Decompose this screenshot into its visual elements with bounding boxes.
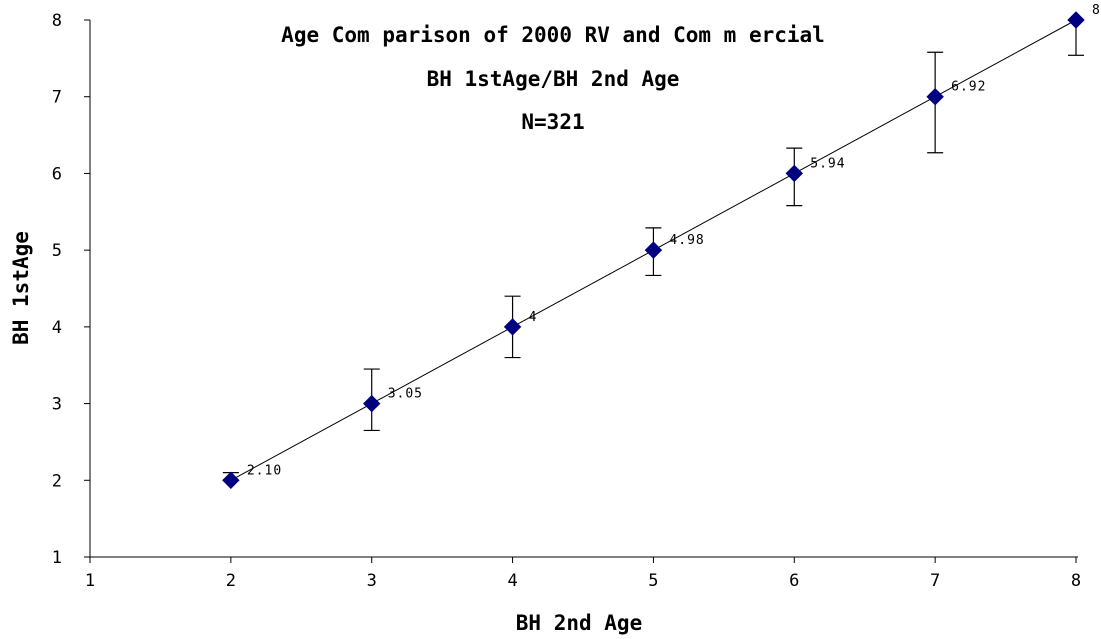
chart-title-line-2: BH 1stAge/BH 2nd Age: [427, 67, 680, 91]
data-label: 4.98: [669, 233, 704, 248]
chart-title: Age Com parison of 2000 RV and Com m erc…: [281, 23, 825, 134]
x-tick-label: 5: [648, 571, 658, 591]
data-label: 4: [529, 310, 538, 325]
x-axis-title: BH 2nd Age: [516, 611, 642, 635]
data-label: 5.94: [810, 156, 845, 171]
x-tick-label: 4: [507, 571, 517, 591]
data-labels: 2.10 3.05 4 4.98 5.94 6.92 8: [247, 3, 1101, 478]
y-tick-label: 2: [52, 471, 62, 491]
y-tick-label: 1: [52, 548, 62, 568]
x-tick-label: 1: [85, 571, 95, 591]
x-tick-label: 2: [226, 571, 236, 591]
data-label: 3.05: [388, 387, 423, 402]
y-axis-title: BH 1stAge: [9, 231, 33, 345]
data-point-marker: [222, 471, 240, 489]
x-tick-label: 8: [1071, 571, 1081, 591]
data-markers: [222, 11, 1085, 489]
data-point-marker: [644, 241, 663, 259]
data-point-marker: [785, 164, 803, 183]
y-tick-label: 3: [52, 395, 62, 415]
y-tick-label: 7: [52, 88, 62, 108]
data-label: 2.10: [247, 463, 282, 478]
x-ticks: 1 2 3 4 5 6 7 8: [85, 557, 1081, 591]
x-tick-label: 3: [367, 571, 377, 591]
chart-title-line-3: N=321: [521, 110, 584, 134]
y-tick-label: 4: [52, 318, 62, 338]
data-point-marker: [503, 318, 522, 336]
data-label: 8: [1092, 3, 1101, 18]
chart-title-line-1: Age Com parison of 2000 RV and Com m erc…: [281, 23, 825, 47]
data-point-marker: [1067, 11, 1085, 29]
y-tick-label: 6: [52, 164, 62, 184]
y-tick-label: 5: [52, 241, 62, 261]
y-tick-label: 8: [52, 11, 62, 31]
x-tick-label: 6: [789, 571, 799, 591]
data-point-marker: [363, 394, 381, 413]
y-ticks: 1 2 3 4 5 6 7 8: [52, 11, 90, 568]
x-tick-label: 7: [930, 571, 940, 591]
data-label: 6.92: [951, 80, 986, 95]
data-point-marker: [926, 88, 944, 106]
